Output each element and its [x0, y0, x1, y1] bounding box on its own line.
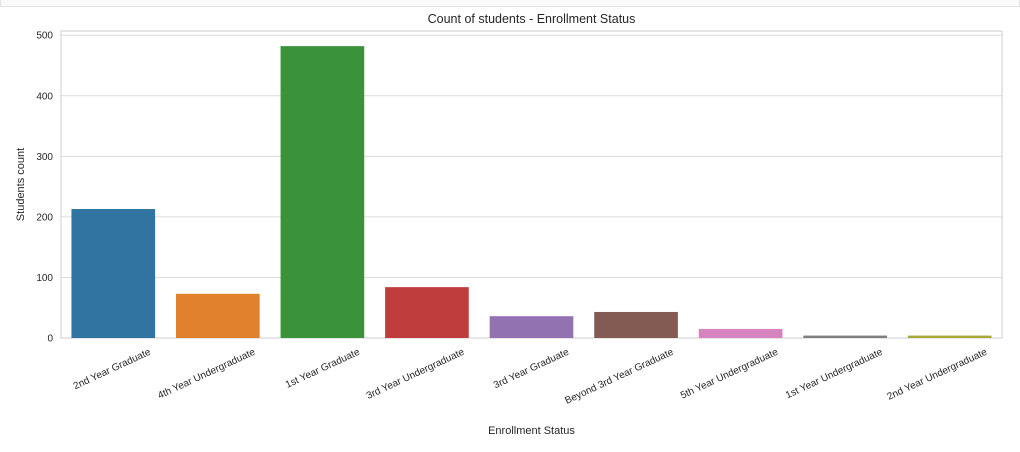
- x-tick-label: 3rd Year Graduate: [492, 347, 571, 392]
- y-tick-label: 200: [36, 212, 53, 223]
- bar-1st-year-graduate: [280, 46, 365, 339]
- grid-lines: [61, 34, 1002, 339]
- bars: [71, 46, 992, 339]
- bar-3rd-year-undergraduate: [385, 287, 469, 338]
- x-tick-label: 1st Year Undergraduate: [784, 347, 885, 402]
- x-tick-label: 2nd Year Graduate: [72, 347, 153, 393]
- x-tick-labels: 2nd Year Graduate 4th Year Undergraduate 1…: [72, 347, 990, 407]
- chart-title: Count of students - Enrollment Status: [428, 12, 636, 26]
- bar-1st-year-undergraduate: [803, 335, 887, 338]
- x-tick-label: 2nd Year Undergraduate: [886, 347, 990, 403]
- y-tick-label: 400: [36, 91, 53, 102]
- x-axis-label: Enrollment Status: [488, 425, 575, 437]
- y-tick-label: 100: [36, 273, 53, 284]
- x-tick-label: 4th Year Undergraduate: [156, 347, 257, 402]
- bar-5th-year-undergraduate: [698, 328, 783, 338]
- y-tick-label: 300: [36, 152, 53, 163]
- bar-4th-year-undergraduate: [176, 293, 260, 338]
- bar-3rd-year-graduate: [489, 316, 574, 338]
- x-tick-label: Beyond 3rd Year Graduate: [563, 347, 675, 407]
- y-tick-label: 500: [36, 31, 53, 42]
- x-tick-label: 1st Year Graduate: [284, 347, 362, 391]
- y-tick-labels: 0 100 200 300 400 500: [36, 31, 53, 345]
- bar-2nd-year-undergraduate: [907, 335, 992, 338]
- x-tick-label: 3rd Year Undergraduate: [365, 347, 467, 402]
- y-axis-label: Students count: [15, 148, 27, 221]
- plot-frame: [60, 30, 1003, 339]
- bar-2nd-year-graduate: [71, 209, 156, 338]
- bar-beyond-3rd-year-graduate: [594, 311, 678, 338]
- x-tick-label: 5th Year Undergraduate: [679, 347, 780, 402]
- y-tick-label: 0: [47, 334, 53, 345]
